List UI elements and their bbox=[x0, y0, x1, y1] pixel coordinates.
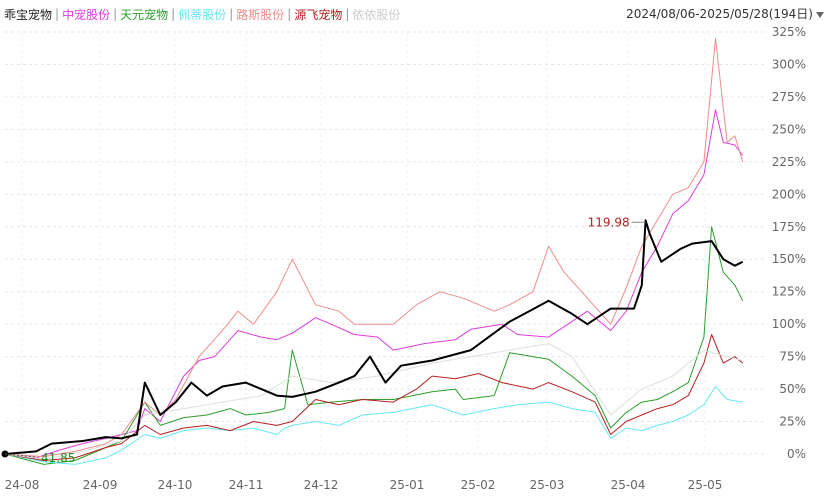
legend-item-2[interactable]: 天元宠物 bbox=[120, 7, 169, 22]
legend-item-5[interactable]: 源飞宠物 bbox=[294, 7, 343, 22]
y-axis: 0% 25% 50% 75% 100% 125% 150% 175% 200% 225% 250% 2… bbox=[772, 25, 806, 461]
series-line-2 bbox=[4, 226, 744, 465]
legend-item-3[interactable]: 佩蒂股份 bbox=[178, 7, 227, 22]
x-tick-label: 24-08 bbox=[5, 478, 40, 492]
x-tick-label: 25-03 bbox=[530, 478, 565, 492]
series-line-3 bbox=[4, 386, 743, 465]
y-tick-label: 225% bbox=[772, 155, 806, 169]
gridlines bbox=[5, 31, 766, 455]
y-tick-label: 125% bbox=[772, 285, 806, 299]
y-tick-label: 50% bbox=[779, 382, 806, 396]
annotations: 119.98 41.85 bbox=[1, 215, 646, 465]
line-chart: 0% 25% 50% 75% 100% 125% 150% 175% 200% 225% 250% 2… bbox=[1, 25, 806, 492]
date-range-selector[interactable]: 2024/08/06-2025/05/28(194日) bbox=[626, 5, 824, 22]
y-tick-label: 100% bbox=[772, 317, 806, 331]
series-line-6 bbox=[4, 343, 743, 460]
x-tick-label: 24-11 bbox=[229, 478, 264, 492]
max-value-label: 119.98 bbox=[588, 215, 630, 229]
series-line-4 bbox=[4, 38, 744, 458]
y-tick-label: 150% bbox=[772, 252, 806, 266]
legend: 乖宝宠物 | 中宠股份 | 天元宠物 | 佩蒂股份 | 路斯股份 | 源飞宠物 … bbox=[4, 5, 400, 23]
x-tick-label: 25-01 bbox=[390, 478, 425, 492]
y-tick-label: 275% bbox=[772, 90, 806, 104]
y-tick-label: 200% bbox=[772, 187, 806, 201]
min-value-label: 41.85 bbox=[41, 451, 75, 465]
date-range-label: 2024/08/06-2025/05/28(194日) bbox=[626, 7, 813, 21]
legend-item-4[interactable]: 路斯股份 bbox=[236, 7, 285, 22]
y-tick-label: 300% bbox=[772, 57, 806, 71]
series-lines bbox=[4, 38, 744, 465]
legend-separator: | bbox=[55, 7, 60, 21]
y-tick-label: 75% bbox=[779, 350, 806, 364]
x-tick-label: 24-09 bbox=[83, 478, 118, 492]
legend-item-0[interactable]: 乖宝宠物 bbox=[4, 7, 53, 22]
x-tick-label: 24-12 bbox=[304, 478, 339, 492]
y-tick-label: 0% bbox=[787, 447, 806, 461]
legend-separator: | bbox=[229, 7, 234, 21]
legend-item-6[interactable]: 依依股份 bbox=[352, 7, 401, 22]
y-tick-label: 25% bbox=[779, 415, 806, 429]
y-tick-label: 175% bbox=[772, 220, 806, 234]
series-line-0 bbox=[4, 219, 744, 455]
series-line-5 bbox=[4, 334, 744, 461]
legend-separator: | bbox=[287, 7, 292, 21]
y-tick-label: 250% bbox=[772, 122, 806, 136]
x-axis: 24-08 24-09 24-10 24-11 24-12 25-01 25-02 25-03… bbox=[5, 478, 723, 492]
x-tick-label: 25-02 bbox=[461, 478, 496, 492]
x-tick-label: 24-10 bbox=[158, 478, 193, 492]
legend-item-1[interactable]: 中宠股份 bbox=[62, 7, 111, 22]
dropdown-triangle-icon bbox=[816, 11, 824, 18]
y-tick-label: 325% bbox=[772, 25, 806, 39]
legend-separator: | bbox=[113, 7, 118, 21]
x-tick-label: 25-05 bbox=[688, 478, 723, 492]
legend-separator: | bbox=[345, 7, 350, 21]
start-leader bbox=[4, 453, 36, 458]
legend-separator: | bbox=[171, 7, 176, 21]
x-tick-label: 25-04 bbox=[611, 478, 646, 492]
